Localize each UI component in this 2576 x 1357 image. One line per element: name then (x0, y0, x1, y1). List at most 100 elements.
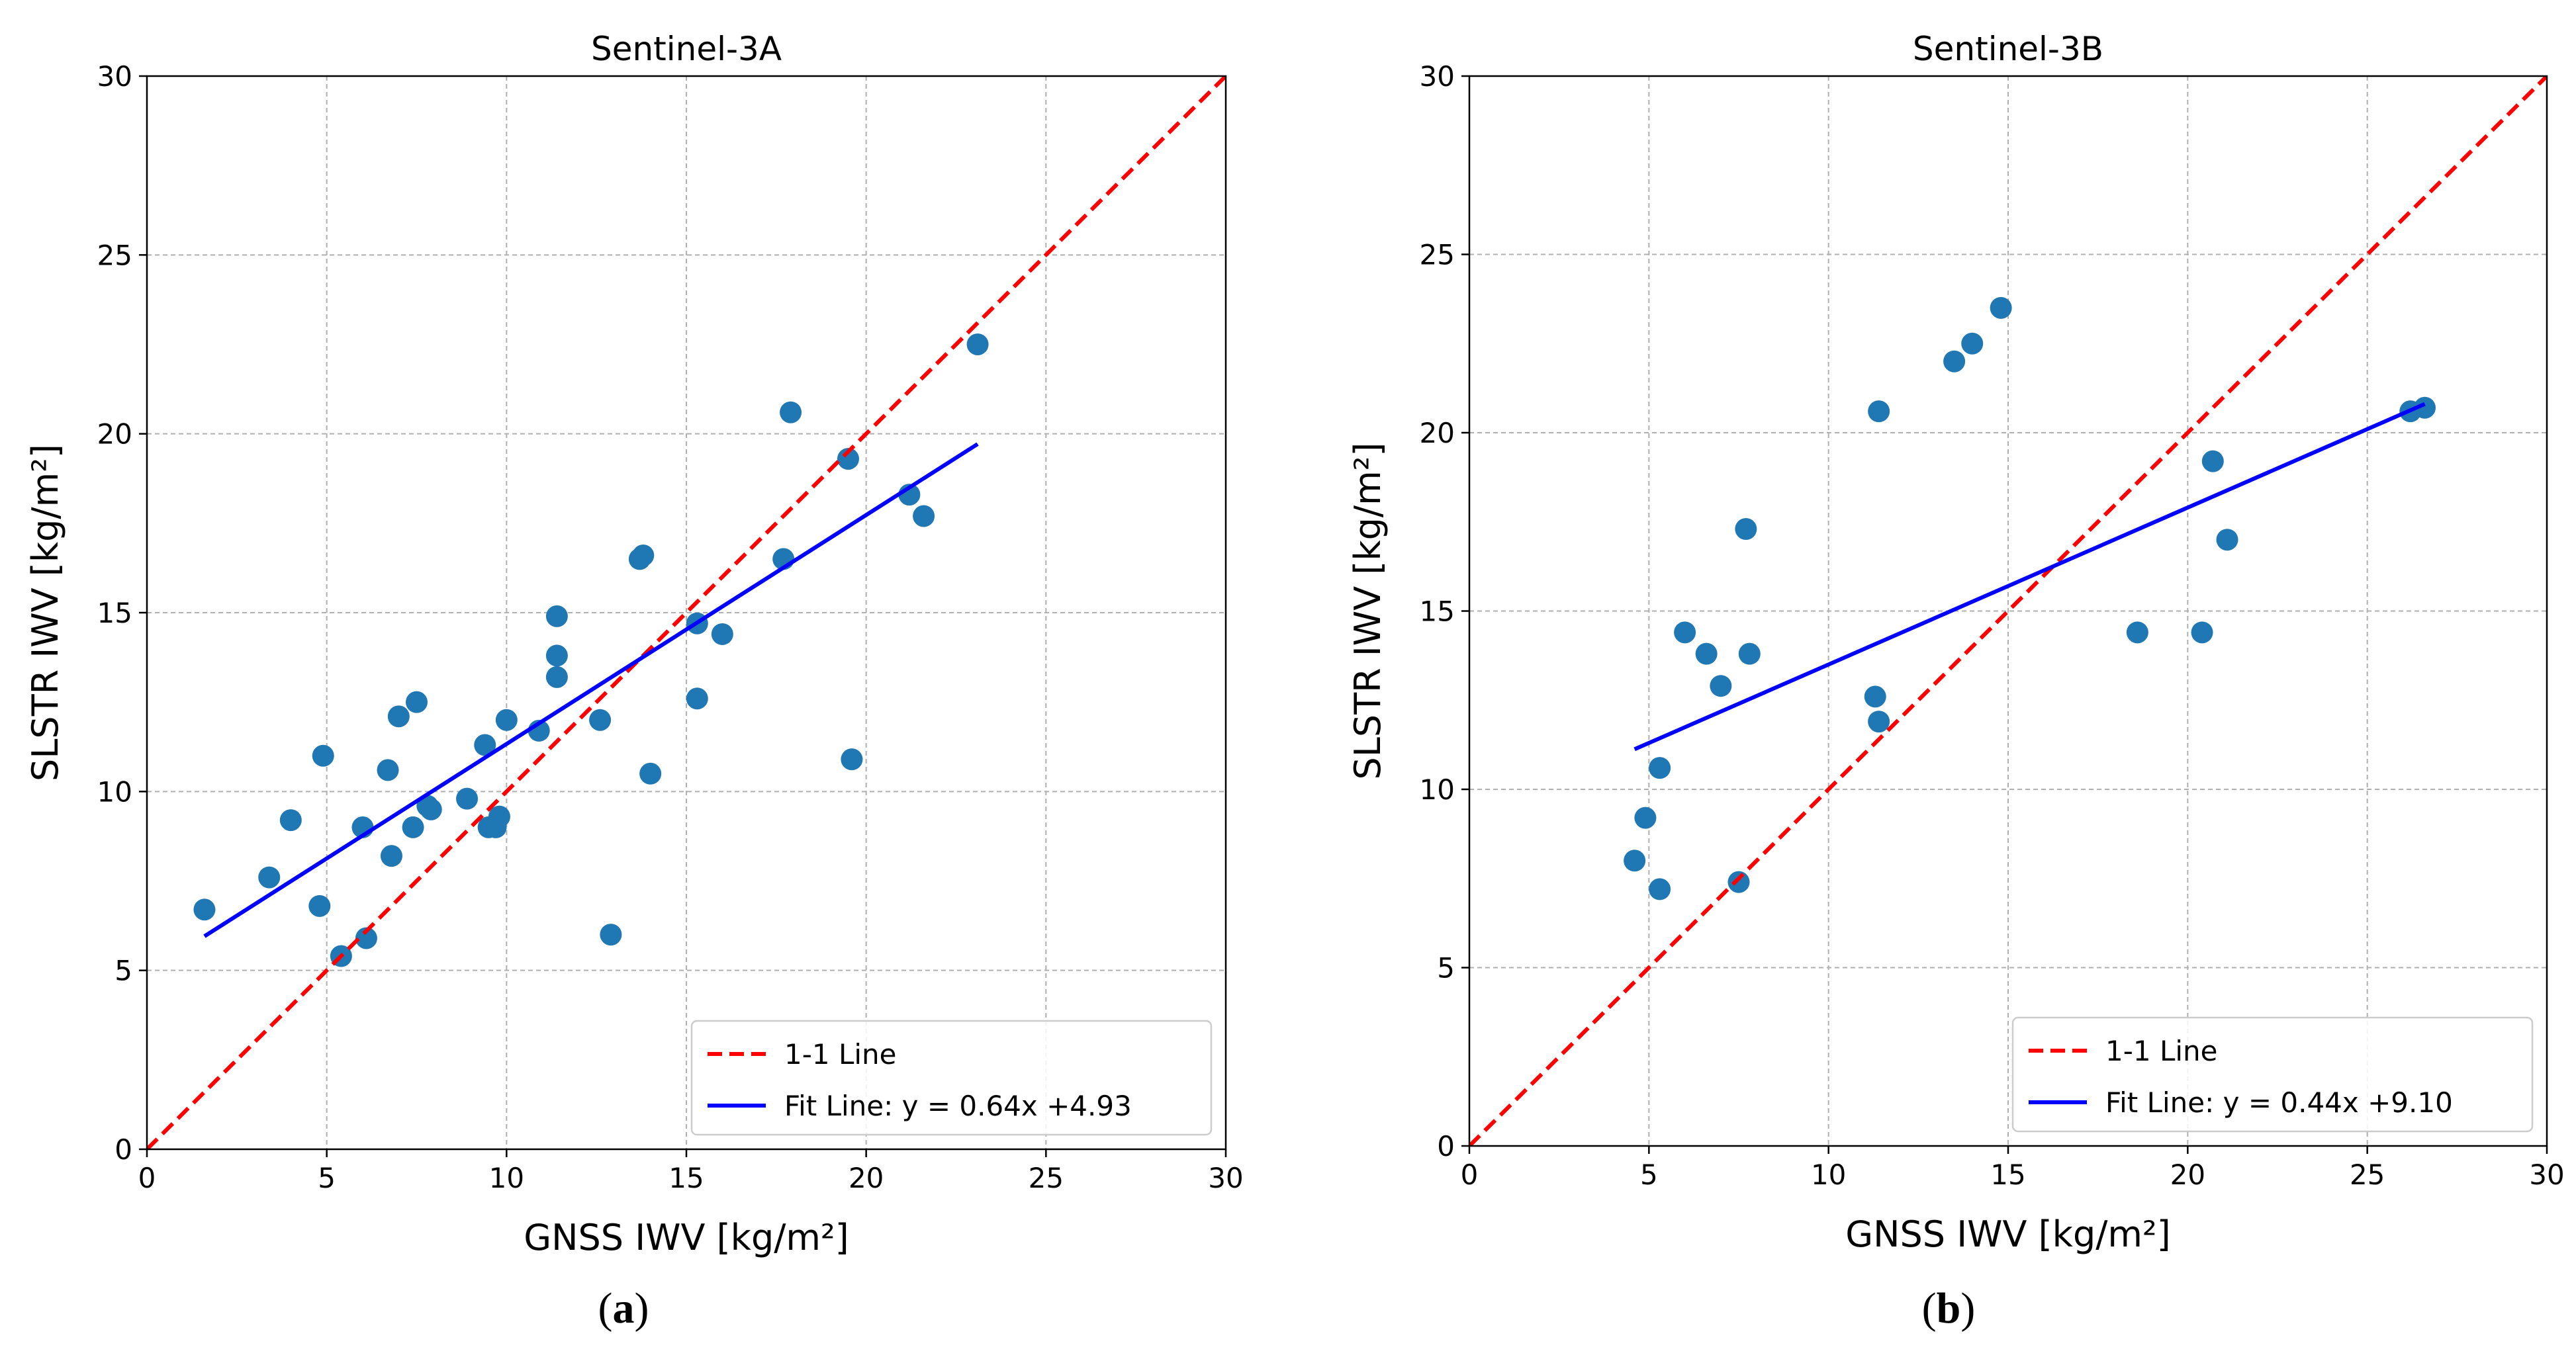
x-tick-label: 10 (489, 1162, 524, 1194)
x-tick-label: 0 (138, 1162, 156, 1194)
panel-b-caption: (b) (1921, 1284, 1976, 1333)
fit-line (1633, 402, 2426, 752)
data-point (1649, 878, 1671, 900)
data-point (377, 759, 399, 781)
data-point (639, 762, 662, 785)
data-point (589, 709, 612, 731)
data-point (279, 809, 302, 832)
y-tick-label: 0 (115, 1133, 132, 1166)
legend-label: Fit Line: y = 0.64x +4.93 (784, 1090, 1132, 1122)
data-point (402, 816, 424, 838)
data-point (837, 448, 859, 470)
data-point (1961, 332, 1984, 355)
data-point (406, 691, 428, 713)
legend-label: 1-1 Line (784, 1038, 896, 1071)
axes-frame (1468, 75, 2548, 1147)
y-axis-label: SLSTR IWV [kg/m²] (1347, 443, 1389, 780)
y-tick-label: 15 (97, 597, 132, 629)
y-tick-label: 25 (97, 239, 132, 271)
x-tick-label: 10 (1811, 1159, 1846, 1191)
y-tick-label: 10 (1420, 773, 1455, 806)
fit-line (203, 442, 979, 938)
y-tick-label: 5 (1437, 952, 1455, 985)
data-point (1943, 350, 1966, 372)
x-tick-label: 5 (318, 1162, 336, 1194)
data-point (1624, 850, 1646, 872)
data-point (1738, 642, 1761, 665)
data-point (193, 898, 216, 921)
x-axis-label: GNSS IWV [kg/m²] (524, 1217, 849, 1258)
data-point (2191, 621, 2213, 644)
legend: 1-1 Line Fit Line: y = 0.64x +4.93 (690, 1020, 1213, 1136)
data-point (545, 666, 568, 688)
data-point (1695, 642, 1718, 665)
data-point (1634, 807, 1657, 829)
data-point (841, 748, 863, 771)
y-tick-label: 0 (1437, 1130, 1455, 1162)
x-tick-label: 0 (1461, 1159, 1479, 1191)
x-tick-label: 20 (2170, 1159, 2205, 1191)
data-point (1868, 400, 1890, 423)
data-point (1710, 675, 1732, 697)
data-point (780, 401, 802, 423)
data-point (488, 805, 510, 828)
x-tick-label: 30 (2529, 1159, 2564, 1191)
data-point (2413, 396, 2436, 419)
axes-frame (146, 75, 1227, 1151)
chart-title: Sentinel-3A (591, 30, 782, 68)
x-tick-label: 25 (1029, 1162, 1064, 1194)
data-point (632, 544, 655, 566)
y-tick-label: 25 (1420, 239, 1455, 271)
y-tick-label: 5 (115, 955, 132, 987)
data-point (686, 687, 708, 710)
data-point (545, 605, 568, 627)
x-tick-label: 25 (2350, 1159, 2385, 1191)
x-tick-label: 5 (1640, 1159, 1658, 1191)
panel-b-caption-letter: b (1936, 1284, 1961, 1333)
data-point (308, 895, 331, 917)
y-tick-label: 15 (1420, 595, 1455, 628)
data-point (1990, 296, 2012, 319)
data-point (456, 787, 479, 810)
data-point (1674, 621, 1696, 644)
data-point (355, 927, 377, 949)
panel-b-chart: 0 5 10 15 20 25 30 0 5 10 15 20 25 30 Sentinel-3B GNSS … (1347, 30, 2565, 1255)
data-point (420, 798, 442, 820)
panel-a-caption-letter: a (612, 1284, 635, 1333)
plot-area (147, 76, 1226, 1149)
x-tick-label: 15 (668, 1162, 704, 1194)
data-point (387, 705, 410, 728)
legend-box (690, 1020, 1213, 1136)
data-point (474, 734, 496, 756)
data-point (2201, 450, 2224, 472)
panel-a-chart: 0 5 10 15 20 25 30 0 5 10 15 20 25 30 Sentinel-3A GNSS … (24, 30, 1244, 1258)
data-point (966, 333, 989, 355)
data-point (545, 644, 568, 667)
data-point (1864, 685, 1886, 708)
data-point (258, 866, 281, 889)
legend-box (2011, 1016, 2534, 1133)
data-point (1649, 757, 1671, 779)
y-tick-label: 30 (1420, 60, 1455, 93)
data-point (312, 744, 334, 767)
one-to-one-line (147, 76, 1226, 1149)
data-point (495, 709, 518, 731)
data-point (2216, 529, 2238, 551)
data-point (711, 623, 733, 645)
legend-label: Fit Line: y = 0.44x +9.10 (2105, 1086, 2453, 1119)
y-tick-label: 20 (1420, 417, 1455, 449)
y-tick-label: 20 (97, 418, 132, 451)
data-point (1735, 518, 1757, 541)
panel-a-caption: (a) (598, 1284, 649, 1333)
y-axis-label: SLSTR IWV [kg/m²] (24, 444, 66, 781)
x-axis-label: GNSS IWV [kg/m²] (1845, 1213, 2171, 1255)
chart-title: Sentinel-3B (1913, 30, 2103, 68)
one-to-one-line (1469, 76, 2547, 1146)
legend-label: 1-1 Line (2105, 1035, 2217, 1067)
x-tick-label: 15 (1990, 1159, 2025, 1191)
data-point (2126, 621, 2148, 644)
data-point (380, 845, 402, 867)
plot-area (1469, 76, 2547, 1146)
data-point (1727, 871, 1750, 893)
